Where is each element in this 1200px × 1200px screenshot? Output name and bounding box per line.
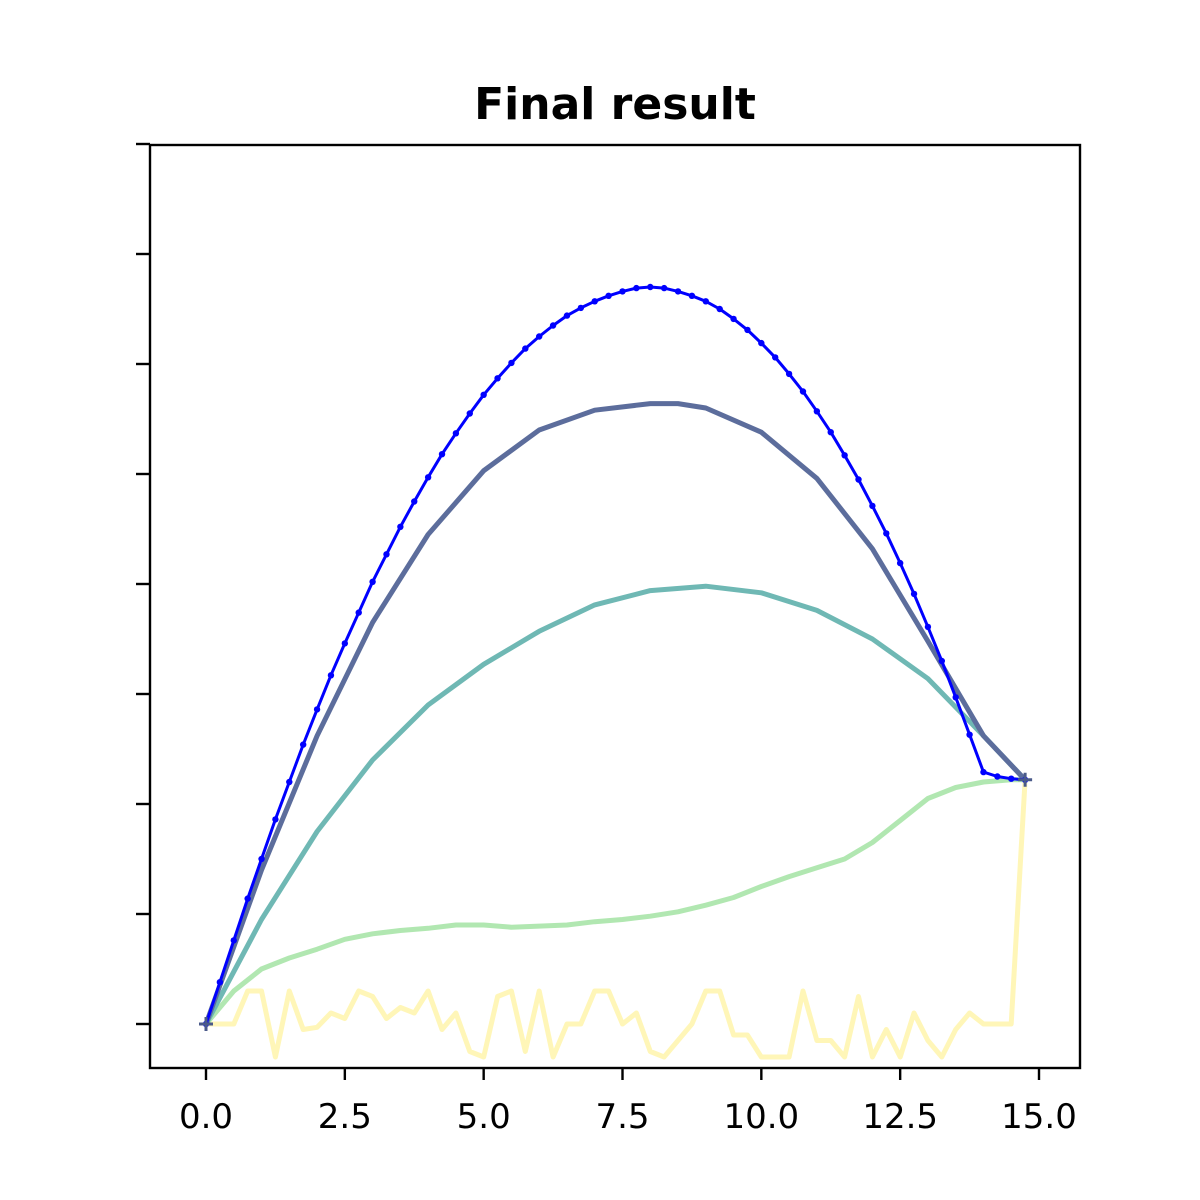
series-point: [577, 304, 585, 312]
series-point: [772, 354, 779, 361]
series-point: [702, 298, 709, 305]
series-point: [341, 640, 349, 647]
series-point: [688, 292, 696, 299]
series-line-3: [203, 401, 1028, 1027]
endpoint-marker: [199, 1017, 213, 1031]
series-point: [716, 305, 723, 313]
series-point: [730, 315, 737, 323]
series-point: [966, 731, 973, 738]
series-point: [536, 333, 543, 340]
series-point: [286, 778, 293, 786]
x-tick-label: 12.5: [862, 1097, 938, 1137]
series-point: [411, 498, 418, 505]
series-point: [841, 452, 848, 459]
series-point: [522, 345, 529, 352]
series-point: [952, 694, 959, 701]
series-point: [452, 430, 460, 437]
series-point: [258, 855, 265, 863]
x-tick-label: 2.5: [318, 1097, 372, 1137]
series-point: [563, 312, 571, 319]
series-point: [785, 370, 793, 378]
series-point: [313, 706, 321, 713]
series-point: [799, 388, 807, 395]
series-point: [647, 283, 654, 291]
series-point: [549, 322, 557, 329]
series-line-2: [203, 583, 1028, 1027]
series-point: [355, 609, 362, 616]
series-layer: [202, 283, 1029, 1060]
series-point: [424, 474, 432, 481]
series-point: [466, 410, 473, 417]
series-point: [1008, 775, 1015, 782]
series-point: [383, 551, 390, 558]
series-point: [369, 578, 376, 585]
series-point: [744, 326, 751, 334]
series-point: [480, 391, 487, 398]
endpoint-marker: [1018, 772, 1033, 787]
series-point: [397, 523, 404, 530]
x-tick-label: 15.0: [1001, 1097, 1077, 1137]
x-tick-label: 7.5: [595, 1097, 649, 1137]
series-point: [813, 408, 821, 415]
series-point: [883, 530, 890, 537]
series-point: [244, 895, 251, 902]
series-line-4: [204, 285, 1027, 1026]
series-point: [230, 937, 237, 944]
series-point: [924, 623, 932, 631]
series-point: [438, 451, 446, 458]
series-point: [827, 429, 834, 436]
series-point: [216, 979, 224, 986]
series-line-0: [203, 777, 1028, 1060]
series-point: [855, 476, 862, 483]
series-point: [591, 298, 598, 305]
x-tick-label: 10.0: [723, 1097, 799, 1137]
series-point: [619, 288, 626, 295]
plot-frame: [148, 143, 1082, 1070]
series-point: [508, 359, 515, 367]
series-point: [910, 590, 918, 598]
series-point: [299, 741, 307, 748]
series-point: [869, 502, 876, 510]
series-point: [674, 288, 682, 295]
series-point: [938, 657, 946, 665]
series-point: [994, 773, 1001, 780]
series-point: [896, 559, 904, 567]
series-point: [980, 768, 987, 776]
series-point: [327, 672, 335, 679]
x-tick-label: 0.0: [179, 1097, 233, 1137]
chart-title: Final result: [474, 79, 756, 130]
series-point: [660, 284, 668, 292]
series-point: [758, 339, 765, 347]
series-point: [605, 292, 612, 299]
axes: 0.0 2.5 5.0 7.5 10.0 12.5 15.0: [136, 142, 1077, 1137]
x-tick-label: 5.0: [457, 1097, 511, 1137]
series-line-1: [203, 777, 1028, 1027]
series-point: [494, 375, 501, 382]
series-point: [633, 284, 640, 292]
series-point: [272, 816, 279, 823]
endpoint-layer: [199, 772, 1033, 1031]
